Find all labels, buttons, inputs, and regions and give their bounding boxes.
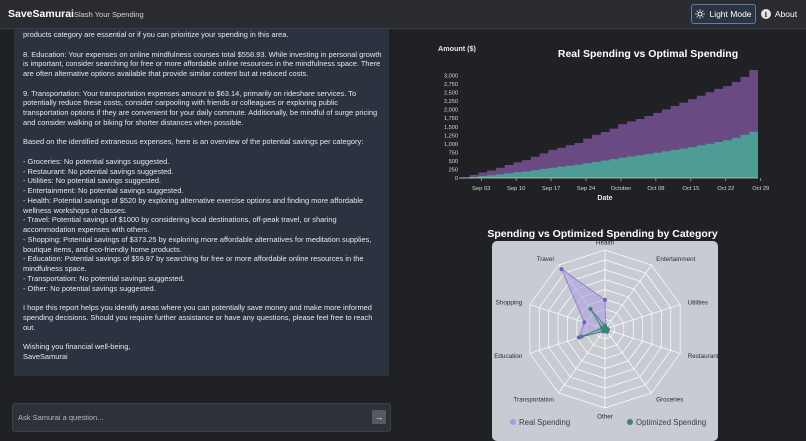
brand-logo[interactable]: SaveSamurai	[8, 8, 74, 20]
message-paragraph: Based on the identified extraneous expen…	[23, 137, 364, 147]
radar-axis-label: Utilities	[688, 299, 708, 306]
radar-axis-label: Health	[596, 239, 615, 246]
message-paragraph: 9. Transportation: Your transportation e…	[23, 88, 378, 127]
x-tick-label: Oct 22	[717, 186, 734, 192]
y-tick-label: 500	[449, 159, 458, 165]
x-tick-label: October	[611, 186, 632, 192]
radar-point	[582, 320, 587, 325]
send-button[interactable]: →	[372, 410, 386, 424]
message-paragraph: I hope this report helps you identify ar…	[23, 303, 373, 332]
x-tick-label: Oct 15	[682, 186, 699, 192]
y-tick-label: 250	[449, 168, 458, 174]
y-tick-label: 2,250	[444, 99, 458, 105]
radar-spoke	[558, 328, 606, 394]
about-button[interactable]: i About	[759, 4, 799, 24]
x-tick-label: Sep 24	[577, 186, 596, 192]
light-mode-button[interactable]: Light Mode	[691, 4, 756, 24]
y-axis-label: Amount ($)	[438, 44, 477, 53]
radar-axis-label: Travel	[537, 256, 554, 263]
y-tick-label: 750	[449, 150, 458, 156]
radar-point	[599, 325, 604, 330]
x-tick-label: Sep 17	[542, 186, 560, 192]
light-mode-label: Light Mode	[709, 9, 752, 19]
y-tick-label: 1,750	[444, 116, 458, 122]
y-tick-label: 0	[455, 176, 458, 182]
legend-swatch-optimized	[627, 419, 633, 425]
radar-legend: Real Spending Optimized Spending	[510, 418, 706, 427]
radar-spoke	[604, 264, 652, 330]
message-signoff: Wishing you financial well-being, SaveSa…	[23, 342, 131, 361]
question-box: →	[12, 403, 391, 432]
y-tick-label: 2,750	[444, 82, 458, 88]
radar-axis-label: Restaurant	[688, 353, 719, 360]
x-tick-label: Sep 03	[472, 186, 490, 192]
chat-panel: products category are essential or if yo…	[14, 29, 389, 376]
y-tick-label: 3,000	[444, 73, 458, 79]
radar-axis-label: Groceries	[656, 397, 683, 404]
x-tick-label: Oct 08	[647, 186, 664, 192]
assistant-message: products category are essential or if yo…	[23, 30, 383, 371]
sun-icon	[695, 9, 706, 19]
legend-real-label[interactable]: Real Spending	[519, 418, 570, 427]
app-tagline: Slash Your Spending	[74, 10, 144, 19]
radar-point	[579, 334, 584, 339]
y-tick-label: 1,500	[444, 125, 458, 131]
radar-axis-label: Other	[597, 413, 613, 420]
radar-title: Real Spending vs Optimized Spending by C…	[486, 228, 718, 240]
message-paragraph: products category are essential or if yo…	[23, 30, 289, 39]
question-input[interactable]	[18, 407, 364, 427]
radar-axis-label: Transportation	[513, 397, 554, 404]
y-tick-label: 1,250	[444, 133, 458, 139]
y-tick-label: 2,500	[444, 90, 458, 96]
radar-point	[601, 329, 606, 334]
about-label: About	[774, 9, 798, 19]
radar-spoke	[604, 304, 681, 330]
optimal-spending-area	[461, 128, 758, 178]
radar-axis-label: Shopping	[496, 299, 523, 306]
savings-list: - Groceries: No potential savings sugges…	[23, 156, 372, 293]
radar-spoke	[604, 328, 652, 394]
radar-point	[559, 267, 564, 272]
y-tick-label: 1,000	[444, 142, 458, 148]
radar-axis-label: Entertainment	[656, 256, 695, 263]
category-radar-chart: Real Spending vs Optimized Spending by C…	[486, 228, 719, 441]
chart-title: Real Spending vs Optimal Spending	[558, 48, 738, 60]
x-tick-label: Sep 10	[507, 186, 525, 192]
spending-area-chart: Amount ($) Real Spending vs Optimal Spen…	[438, 44, 769, 202]
info-icon: i	[760, 9, 771, 19]
message-paragraph: 8. Education: Your expenses on online mi…	[23, 49, 382, 79]
top-navbar: SaveSamurai Slash Your Spending Light Mo…	[0, 0, 806, 29]
radar-point	[588, 307, 593, 312]
radar-spoke	[604, 328, 681, 354]
radar-point	[603, 297, 607, 302]
legend-optimized-label[interactable]: Optimized Spending	[636, 418, 706, 427]
y-tick-label: 2,000	[444, 108, 458, 114]
arrow-right-icon: →	[374, 412, 384, 422]
radar-axis-label: Education	[494, 353, 523, 360]
legend-swatch-real	[510, 419, 516, 425]
x-tick-label: Oct 29	[752, 186, 769, 192]
x-axis-label: Date	[597, 195, 612, 202]
